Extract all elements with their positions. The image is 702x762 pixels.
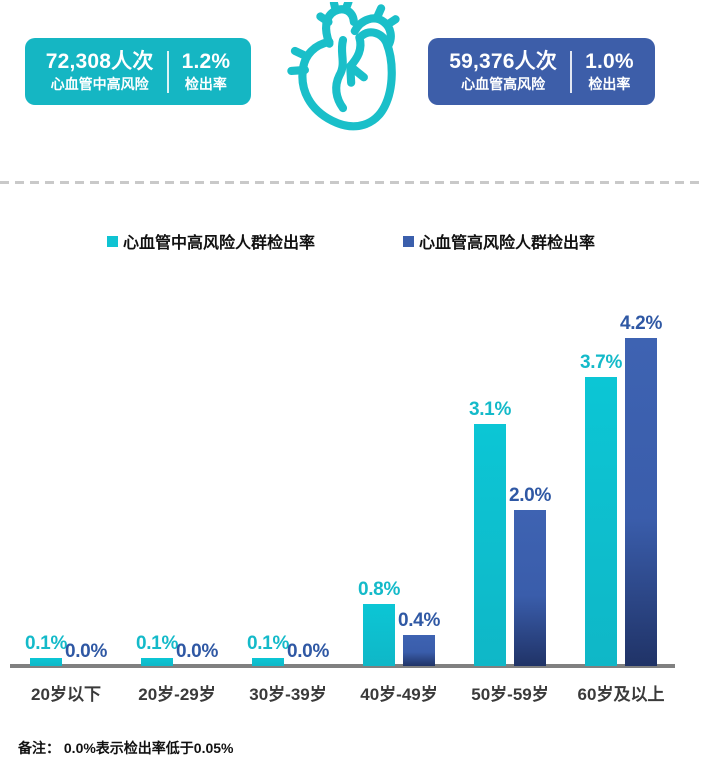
bar-series0-60岁及以上: [585, 377, 617, 666]
bar-series0-40岁-49岁: [363, 604, 395, 666]
bar-series1-60岁及以上: [625, 338, 657, 666]
value-label-series0-40岁-49岁: 0.8%: [357, 579, 401, 600]
x-axis-line: [10, 664, 675, 668]
high-risk-label: 心血管高风险: [461, 76, 546, 93]
x-tick-label-20岁-29岁: 20岁-29岁: [138, 685, 216, 704]
value-label-series0-50岁-59岁: 3.1%: [468, 399, 512, 420]
legend-swatch-teal: [106, 235, 118, 247]
bar-series1-40岁-49岁: [403, 635, 435, 666]
medium-high-risk-rate: 1.2%: [181, 50, 231, 74]
x-tick-label-50岁-59岁: 50岁-59岁: [471, 685, 549, 704]
dashed-divider: [0, 181, 702, 184]
x-tick-label-30岁-39岁: 30岁-39岁: [249, 685, 327, 704]
value-label-series1-20岁以下: 0.0%: [64, 641, 108, 662]
x-tick-label-20岁以下: 20岁以下: [31, 685, 101, 704]
x-axis-labels: 20岁以下 20岁-29岁 30岁-39岁 40岁-49岁 50岁-59岁 60岁及以上: [0, 680, 702, 712]
value-label-series0-20岁以下: 0.1%: [24, 633, 68, 654]
bar-series0-20岁以下: [30, 658, 62, 666]
value-label-series0-30岁-39岁: 0.1%: [246, 633, 290, 654]
bar-series0-20岁-29岁: [141, 658, 173, 666]
high-risk-card: 59,376人次 心血管高风险 1.0% 检出率: [428, 38, 655, 105]
chart-legend: 心血管中高风险人群检出率 心血管高风险人群检出率: [0, 230, 702, 252]
value-label-series0-60岁及以上: 3.7%: [579, 352, 623, 373]
value-label-series0-20岁-29岁: 0.1%: [135, 633, 179, 654]
high-risk-count-cell: 59,376人次 心血管高风险: [449, 49, 557, 94]
value-label-series1-50岁-59岁: 2.0%: [508, 485, 552, 506]
heart-icon: [274, 0, 412, 138]
x-tick-label-60岁及以上: 60岁及以上: [577, 685, 665, 704]
bar-chart-plot-area: 0.1% 0.0% 0.1% 0.0% 0.1% 0.0% 0.8% 0.4% 3.1% 2.0%…: [0, 285, 702, 668]
legend-label-medium-high-risk: 心血管中高风险人群检出率: [122, 235, 315, 252]
legend-item-medium-high-risk: 心血管中高风险人群检出率: [106, 229, 315, 253]
x-tick-label-40岁-49岁: 40岁-49岁: [360, 685, 438, 704]
bar-series1-50岁-59岁: [514, 510, 546, 666]
medium-high-risk-rate-cell: 1.2% 检出率: [182, 49, 231, 94]
high-risk-rate-cell: 1.0% 检出率: [585, 49, 634, 94]
value-label-series1-20岁-29岁: 0.0%: [175, 641, 219, 662]
value-label-series1-40岁-49岁: 0.4%: [397, 610, 441, 631]
bar-series0-30岁-39岁: [252, 658, 284, 666]
high-risk-rate: 1.0%: [585, 50, 634, 74]
bar-series0-50岁-59岁: [474, 424, 506, 666]
footnote: 备注： 0.0%表示检出率低于0.05%: [18, 740, 234, 756]
legend-label-high-risk: 心血管高风险人群检出率: [419, 235, 596, 252]
legend-item-high-risk: 心血管高风险人群检出率: [403, 229, 595, 253]
header-summary: 72,308人次 心血管中高风险 1.2% 检出率: [0, 0, 702, 184]
medium-high-risk-count-cell: 72,308人次 心血管中高风险: [46, 49, 154, 94]
high-risk-count: 59,376人次: [449, 50, 558, 74]
medium-high-risk-count: 72,308人次: [45, 50, 154, 74]
medium-high-risk-card: 72,308人次 心血管中高风险 1.2% 检出率: [25, 38, 251, 105]
card-divider: [570, 50, 573, 93]
value-label-series1-60岁及以上: 4.2%: [619, 313, 663, 334]
legend-swatch-blue: [403, 235, 414, 247]
value-label-series1-30岁-39岁: 0.0%: [286, 641, 330, 662]
medium-high-risk-label: 心血管中高风险: [50, 76, 149, 93]
medium-high-risk-rate-label: 检出率: [184, 76, 227, 93]
card-divider: [166, 50, 169, 93]
high-risk-rate-label: 检出率: [588, 76, 631, 93]
